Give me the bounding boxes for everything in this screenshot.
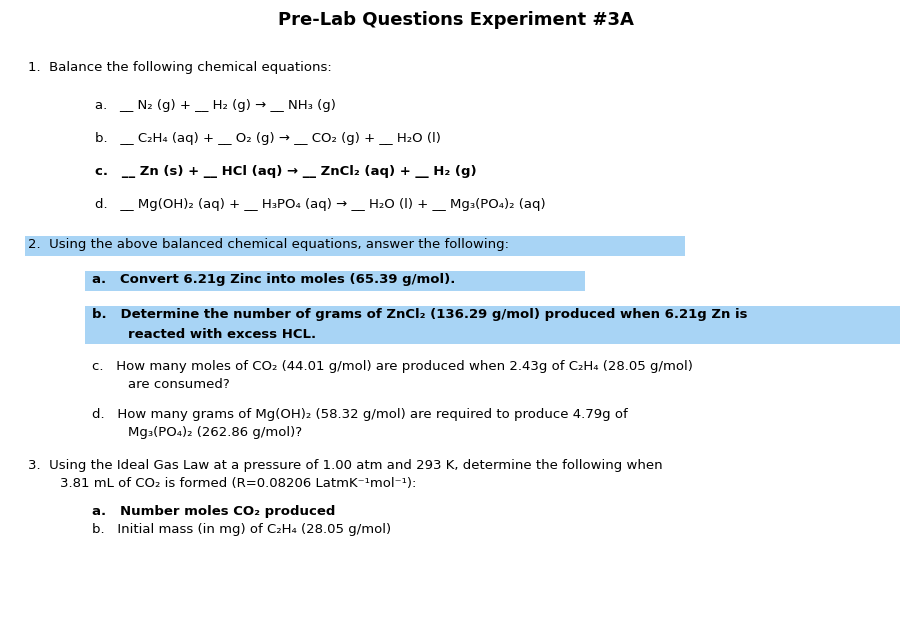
Text: a.   Convert 6.21g Zinc into moles (65.39 g/mol).: a. Convert 6.21g Zinc into moles (65.39 … [92, 273, 455, 286]
FancyBboxPatch shape [85, 306, 899, 344]
Text: 2.  Using the above balanced chemical equations, answer the following:: 2. Using the above balanced chemical equ… [28, 238, 508, 251]
Text: 3.81 mL of CO₂ is formed (R=0.08206 LatmK⁻¹mol⁻¹):: 3.81 mL of CO₂ is formed (R=0.08206 Latm… [60, 477, 416, 490]
FancyBboxPatch shape [85, 271, 584, 291]
Text: d.   How many grams of Mg(OH)₂ (58.32 g/mol) are required to produce 4.79g of: d. How many grams of Mg(OH)₂ (58.32 g/mo… [92, 408, 627, 421]
Text: Pre-Lab Questions Experiment #3A: Pre-Lab Questions Experiment #3A [278, 11, 633, 29]
Text: 1.  Balance the following chemical equations:: 1. Balance the following chemical equati… [28, 61, 332, 74]
Text: are consumed?: are consumed? [128, 378, 230, 391]
Text: b.   Initial mass (in mg) of C₂H₄ (28.05 g/mol): b. Initial mass (in mg) of C₂H₄ (28.05 g… [92, 523, 391, 536]
FancyBboxPatch shape [25, 236, 684, 256]
Text: b.   Determine the number of grams of ZnCl₂ (136.29 g/mol) produced when 6.21g Z: b. Determine the number of grams of ZnCl… [92, 308, 747, 321]
Text: b.   __ C₂H₄ (aq) + __ O₂ (g) → __ CO₂ (g) + __ H₂O (l): b. __ C₂H₄ (aq) + __ O₂ (g) → __ CO₂ (g)… [95, 132, 440, 145]
Text: c.   __ Zn (s) + __ HCl (aq) → __ ZnCl₂ (aq) + __ H₂ (g): c. __ Zn (s) + __ HCl (aq) → __ ZnCl₂ (a… [95, 165, 476, 178]
Text: reacted with excess HCL.: reacted with excess HCL. [128, 328, 316, 341]
Text: Mg₃(PO₄)₂ (262.86 g/mol)?: Mg₃(PO₄)₂ (262.86 g/mol)? [128, 426, 302, 439]
Text: c.   How many moles of CO₂ (44.01 g/mol) are produced when 2.43g of C₂H₄ (28.05 : c. How many moles of CO₂ (44.01 g/mol) a… [92, 360, 692, 373]
Text: a.   __ N₂ (g) + __ H₂ (g) → __ NH₃ (g): a. __ N₂ (g) + __ H₂ (g) → __ NH₃ (g) [95, 99, 335, 112]
Text: a.   Number moles CO₂ produced: a. Number moles CO₂ produced [92, 505, 335, 518]
Text: d.   __ Mg(OH)₂ (aq) + __ H₃PO₄ (aq) → __ H₂O (l) + __ Mg₃(PO₄)₂ (aq): d. __ Mg(OH)₂ (aq) + __ H₃PO₄ (aq) → __ … [95, 198, 545, 211]
Text: 3.  Using the Ideal Gas Law at a pressure of 1.00 atm and 293 K, determine the f: 3. Using the Ideal Gas Law at a pressure… [28, 459, 662, 472]
